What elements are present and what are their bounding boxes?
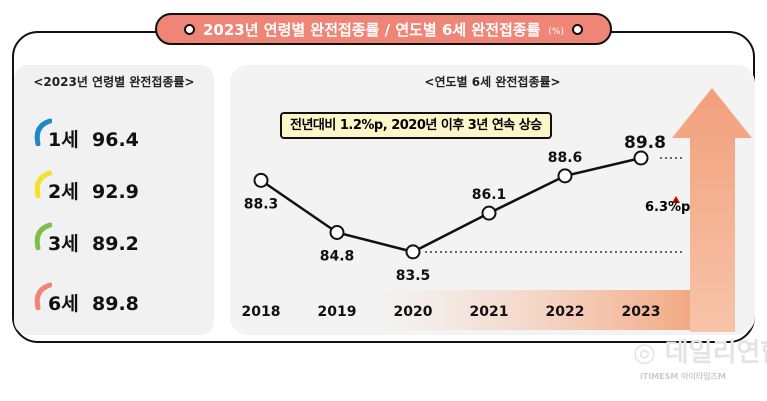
data-point xyxy=(557,168,573,184)
age-value: 89.8 xyxy=(92,293,139,315)
chart-title: <연도별 6세 완전접종률> xyxy=(424,75,561,89)
up-arrow-icon xyxy=(672,196,680,203)
data-point xyxy=(329,225,345,240)
data-point xyxy=(481,205,497,221)
age-item: 2세 92.9 xyxy=(30,170,139,204)
data-label: 88.6 xyxy=(548,150,583,166)
data-point xyxy=(253,172,269,188)
age-item: 6세 89.8 xyxy=(30,282,139,316)
x-tick-label: 2022 xyxy=(546,304,585,320)
x-tick-label: 2019 xyxy=(318,304,357,320)
age-label: 6세 xyxy=(48,293,79,315)
bullet-icon xyxy=(184,23,195,35)
year-band xyxy=(380,290,690,330)
title-text: 2023년 연령별 완전접종률 / 연도별 6세 완전접종률 xyxy=(203,20,541,39)
age-item: 3세 89.2 xyxy=(30,222,139,256)
page-title: 2023년 연령별 완전접종률 / 연도별 6세 완전접종률 (%) xyxy=(155,13,612,45)
arc-icon xyxy=(34,282,52,310)
x-tick-label: 2021 xyxy=(470,304,509,320)
x-tick-label: 2018 xyxy=(242,304,281,320)
title-unit: (%) xyxy=(548,27,564,37)
x-tick-label: 2023 xyxy=(622,304,661,320)
age-value: 89.2 xyxy=(92,233,139,255)
age-item: 1세 96.4 xyxy=(30,118,139,152)
age-label: 1세 xyxy=(48,129,79,151)
increase-label: 6.3%p xyxy=(645,200,691,215)
age-value: 92.9 xyxy=(92,181,139,203)
x-tick-label: 2020 xyxy=(394,304,433,320)
data-label: 88.3 xyxy=(244,196,279,212)
data-label: 84.8 xyxy=(320,249,355,265)
increase-arrow xyxy=(672,88,752,332)
age-value: 96.4 xyxy=(92,129,139,151)
arc-icon xyxy=(34,118,52,146)
annotation-callout: 전년대비 1.2%p, 2020년 이후 3년 연속 상승 xyxy=(280,112,552,139)
age-panel-title: <2023년 연령별 완전접종률> xyxy=(33,75,195,89)
arc-icon xyxy=(34,170,52,198)
data-label: 86.1 xyxy=(472,187,507,203)
data-point xyxy=(405,244,421,260)
data-point xyxy=(633,150,649,166)
data-label: 89.8 xyxy=(624,133,666,153)
series-line xyxy=(260,156,642,254)
bullet-icon xyxy=(571,23,583,35)
data-label: 83.5 xyxy=(396,268,431,284)
watermark-sub: iTIMESM 아이타임즈M xyxy=(640,372,726,381)
arc-icon xyxy=(34,222,52,250)
age-panel: <2023년 연령별 완전접종률> xyxy=(14,65,214,335)
watermark-logo: ◎ 데일리연합 xyxy=(633,338,767,368)
age-label: 3세 xyxy=(48,233,79,255)
age-label: 2세 xyxy=(48,181,79,203)
